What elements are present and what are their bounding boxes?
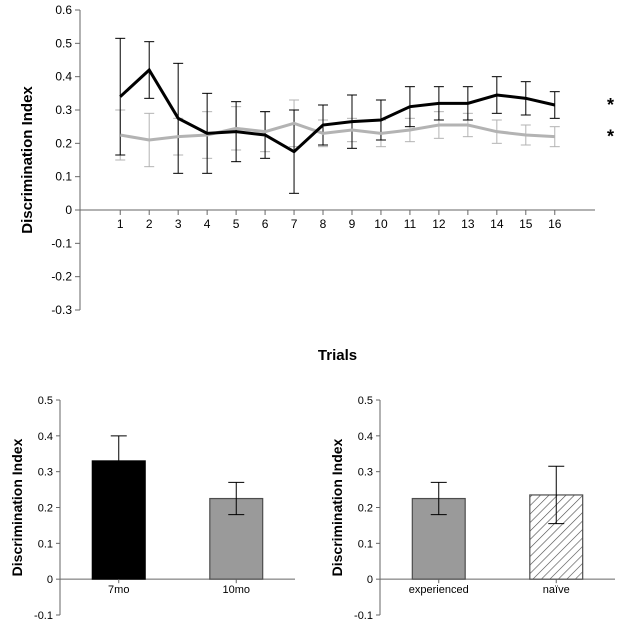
svg-text:5: 5 (233, 217, 240, 231)
svg-text:0: 0 (47, 574, 53, 586)
svg-text:*: * (607, 127, 614, 147)
series-black (120, 70, 555, 152)
svg-text:10: 10 (374, 217, 388, 231)
svg-text:10mo: 10mo (222, 584, 250, 596)
svg-text:0.5: 0.5 (55, 36, 72, 50)
svg-text:0.2: 0.2 (55, 136, 72, 150)
svg-text:-0.1: -0.1 (34, 610, 53, 622)
svg-text:0.1: 0.1 (358, 538, 373, 550)
svg-text:0: 0 (65, 203, 72, 217)
svg-text:0.3: 0.3 (55, 103, 72, 117)
svg-text:3: 3 (175, 217, 182, 231)
svg-text:0: 0 (367, 574, 373, 586)
svg-text:*: * (607, 95, 614, 115)
svg-text:14: 14 (490, 217, 504, 231)
svg-text:0.3: 0.3 (38, 467, 53, 479)
svg-text:15: 15 (519, 217, 533, 231)
svg-text:0.5: 0.5 (358, 395, 373, 407)
svg-text:0.4: 0.4 (55, 70, 72, 84)
svg-text:Discrimination Index: Discrimination Index (329, 438, 345, 576)
svg-text:-0.2: -0.2 (51, 270, 72, 284)
svg-text:4: 4 (204, 217, 211, 231)
figure-svg: -0.3-0.2-0.100.10.20.30.40.50.6123456789… (0, 0, 638, 641)
svg-text:Discrimination Index: Discrimination Index (9, 438, 25, 576)
svg-text:0.1: 0.1 (55, 170, 72, 184)
svg-text:7mo: 7mo (108, 584, 129, 596)
svg-text:8: 8 (320, 217, 327, 231)
svg-text:Trials: Trials (318, 347, 357, 364)
svg-text:experienced: experienced (409, 584, 469, 596)
svg-text:0.2: 0.2 (38, 503, 53, 515)
svg-text:12: 12 (432, 217, 446, 231)
svg-text:naïve: naïve (543, 584, 570, 596)
svg-text:0.2: 0.2 (358, 503, 373, 515)
svg-text:11: 11 (404, 217, 417, 231)
svg-text:Discrimination Index: Discrimination Index (19, 86, 36, 234)
svg-text:6: 6 (262, 217, 269, 231)
series-gray (120, 123, 555, 140)
svg-text:2: 2 (146, 217, 153, 231)
svg-text:-0.1: -0.1 (51, 236, 72, 250)
svg-text:9: 9 (349, 217, 356, 231)
svg-text:7: 7 (291, 217, 298, 231)
svg-text:-0.3: -0.3 (51, 303, 72, 317)
svg-text:0.4: 0.4 (38, 431, 53, 443)
svg-text:0.1: 0.1 (38, 538, 53, 550)
figure-canvas: -0.3-0.2-0.100.10.20.30.40.50.6123456789… (0, 0, 638, 641)
svg-text:-0.1: -0.1 (354, 610, 373, 622)
svg-text:0.6: 0.6 (55, 3, 72, 17)
svg-text:13: 13 (461, 217, 475, 231)
svg-text:0.4: 0.4 (358, 431, 373, 443)
svg-text:16: 16 (548, 217, 562, 231)
svg-text:1: 1 (117, 217, 124, 231)
svg-text:0.5: 0.5 (38, 395, 53, 407)
svg-text:0.3: 0.3 (358, 467, 373, 479)
